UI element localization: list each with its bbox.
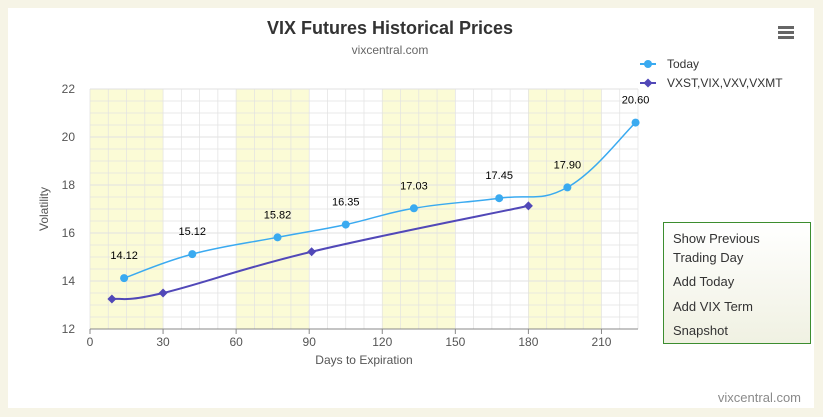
x-tick-label: 120 xyxy=(372,335,392,349)
add-vix-term-snapshot-button-line1[interactable]: Add VIX Term xyxy=(673,299,753,314)
data-label: 15.82 xyxy=(264,209,292,221)
hamburger-menu-icon-bar xyxy=(778,36,794,39)
hamburger-menu-icon-bar xyxy=(778,31,794,34)
options-panel: Show Previous Trading Day Add Today Add … xyxy=(663,222,811,344)
vix-futures-chart: 0 30 60 90 120 150 180 210 12 14 16 18 20 22 14.12 15.… xyxy=(37,18,783,367)
data-label: 20.60 xyxy=(622,95,650,107)
legend-today-label: Today xyxy=(667,57,699,71)
legend-item-today[interactable]: Today xyxy=(640,57,699,71)
chart-title: VIX Futures Historical Prices xyxy=(267,18,513,38)
y-tick-label: 22 xyxy=(62,82,76,96)
x-tick-label: 150 xyxy=(445,335,465,349)
x-tick-label: 90 xyxy=(303,335,317,349)
legend: Today VXST,VIX,VXV,VXMT xyxy=(640,57,783,90)
x-tick-label: 180 xyxy=(518,335,538,349)
legend-item-vix-term[interactable]: VXST,VIX,VXV,VXMT xyxy=(640,76,783,90)
x-axis-title: Days to Expiration xyxy=(315,353,412,367)
legend-vix-term-marker xyxy=(643,78,653,88)
x-tick-label: 210 xyxy=(591,335,611,349)
x-tick-label: 0 xyxy=(87,335,94,349)
chart-menu-button[interactable] xyxy=(776,24,796,42)
data-label: 14.12 xyxy=(110,250,138,262)
series-today-point[interactable] xyxy=(188,250,197,259)
x-tick-label: 30 xyxy=(156,335,170,349)
show-previous-trading-day-button-line1[interactable]: Show Previous xyxy=(673,231,760,246)
legend-today-marker xyxy=(644,60,652,68)
series-vix-term-point[interactable] xyxy=(307,247,317,257)
show-previous-trading-day-button-line2[interactable]: Trading Day xyxy=(673,250,744,265)
series-vix-term-line xyxy=(111,204,529,301)
add-today-button[interactable]: Add Today xyxy=(673,274,735,289)
hamburger-menu-icon xyxy=(778,26,794,29)
chart-container: 0 30 60 90 120 150 180 210 12 14 16 18 20 22 14.12 15.… xyxy=(8,8,814,408)
data-label: 16.35 xyxy=(332,197,360,209)
y-tick-label: 16 xyxy=(62,226,76,240)
series-today-point[interactable] xyxy=(631,118,640,127)
legend-vix-term-label: VXST,VIX,VXV,VXMT xyxy=(667,76,783,90)
data-label: 17.90 xyxy=(554,159,582,171)
y-tick-label: 12 xyxy=(62,322,76,336)
x-tick-label: 60 xyxy=(229,335,243,349)
series-today-point[interactable] xyxy=(563,183,572,192)
y-axis-title: Volatility xyxy=(37,187,51,231)
series-today-point[interactable] xyxy=(273,233,282,242)
series-today-point[interactable] xyxy=(341,220,350,229)
y-tick-label: 18 xyxy=(62,178,76,192)
series-vix-term-point[interactable] xyxy=(523,201,533,211)
y-tick-label: 20 xyxy=(62,130,76,144)
chart-subtitle: vixcentral.com xyxy=(352,43,429,57)
series-today-point[interactable] xyxy=(120,274,129,283)
credits-link[interactable]: vixcentral.com xyxy=(717,390,801,405)
data-label: 17.03 xyxy=(400,180,428,192)
series-today-point[interactable] xyxy=(409,204,418,213)
series-vix-term-point[interactable] xyxy=(158,288,168,298)
y-tick-label: 14 xyxy=(62,274,76,288)
add-vix-term-snapshot-button-line2[interactable]: Snapshot xyxy=(673,323,728,338)
data-label: 17.45 xyxy=(485,170,513,182)
series-today-point[interactable] xyxy=(495,194,504,203)
data-label: 15.12 xyxy=(179,226,207,238)
series-vix-term-point[interactable] xyxy=(107,294,117,304)
